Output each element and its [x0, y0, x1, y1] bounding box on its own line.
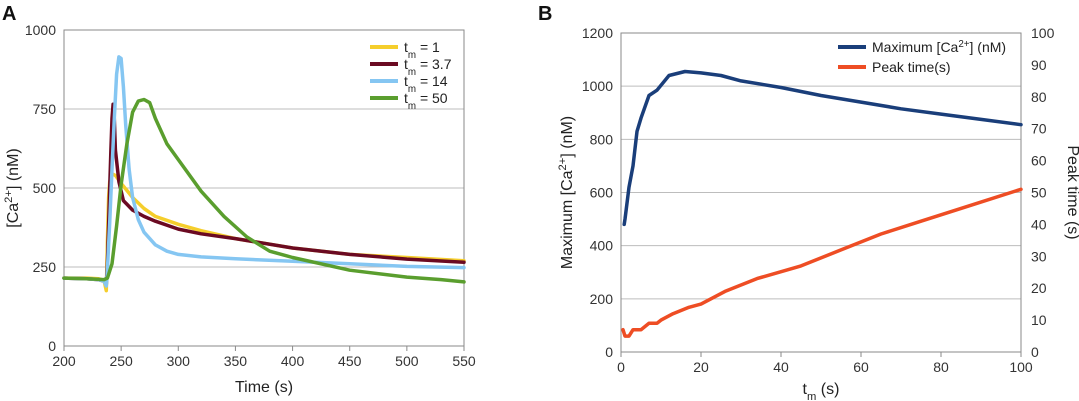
- legend-label-b-2: Peak time(s): [872, 59, 951, 75]
- chart-a: A 0 250 500 750 1000 200 250 300 350 400 450 500 550 T…: [2, 3, 476, 396]
- x-axis-label-a: Time (s): [235, 379, 293, 396]
- y-right-tick-label-b: 70: [1031, 121, 1047, 137]
- series-line-b-2: [621, 187, 1023, 338]
- y-left-tick-label-b: 800: [590, 131, 614, 147]
- panel-label-b: B: [538, 3, 552, 25]
- y-right-tick-label-b: 50: [1031, 185, 1047, 201]
- series-line-b-1: [622, 69, 1023, 227]
- y-left-tick-label-b: 1200: [582, 25, 613, 41]
- y-axis-right-label-b: Peak time (s): [1064, 145, 1079, 239]
- legend-label-a-1: tm = 1: [404, 39, 440, 61]
- y-left-tick-label-b: 400: [590, 238, 614, 254]
- legend-b: Maximum [Ca2+] (nM) Peak time(s): [838, 39, 1006, 75]
- x-tick-label-a: 450: [338, 353, 362, 369]
- y-axis-label-a: [Ca2+] (nM): [3, 148, 22, 227]
- y-right-tick-label-b: 30: [1031, 248, 1047, 264]
- y-left-tick-label-b: 200: [590, 291, 614, 307]
- legend-label-a-4: tm = 50: [404, 90, 448, 112]
- y-axis-left-label-b: Maximum [Ca2+] (nM): [557, 116, 576, 269]
- plot-frame-b: [620, 32, 1022, 353]
- x-tick-label-b: 60: [853, 359, 869, 375]
- legend-label-a-3: tm = 14: [404, 73, 448, 95]
- chart-b: B020040060080010001200010203040506070809…: [538, 3, 1079, 401]
- x-tick-label-a: 500: [395, 353, 419, 369]
- x-tick-label-a: 250: [109, 353, 133, 369]
- legend-label-a-2: tm = 3.7: [404, 56, 452, 78]
- x-tick-label-a: 350: [224, 353, 248, 369]
- plot-frame-a: [63, 29, 465, 347]
- y-tick-label-a: 250: [33, 259, 57, 275]
- y-right-tick-label-b: 60: [1031, 153, 1047, 169]
- series-line-a-1: [62, 172, 466, 293]
- y-right-tick-label-b: 100: [1031, 25, 1055, 41]
- series-line-a-3: [62, 55, 466, 288]
- y-right-tick-label-b: 20: [1031, 280, 1047, 296]
- x-tick-label-a: 300: [167, 353, 191, 369]
- x-tick-label-b: 40: [773, 359, 789, 375]
- series-line-a-2: [62, 102, 466, 287]
- y-right-tick-label-b: 80: [1031, 89, 1047, 105]
- x-tick-label-b: 20: [693, 359, 709, 375]
- x-tick-label-b: 100: [1009, 359, 1033, 375]
- x-tick-label-a: 200: [52, 353, 76, 369]
- y-right-tick-label-b: 10: [1031, 312, 1047, 328]
- y-right-tick-label-b: 40: [1031, 216, 1047, 232]
- y-left-tick-label-b: 0: [605, 344, 613, 360]
- y-tick-label-a: 500: [33, 180, 57, 196]
- y-tick-label-a: 0: [48, 338, 56, 354]
- legend-label-b-1: Maximum [Ca2+] (nM): [872, 39, 1006, 56]
- y-tick-label-a: 1000: [25, 22, 56, 38]
- x-tick-label-a: 400: [281, 353, 305, 369]
- y-left-tick-label-b: 1000: [582, 78, 613, 94]
- y-right-tick-label-b: 90: [1031, 57, 1047, 73]
- x-tick-label-b: 80: [933, 359, 949, 375]
- y-right-tick-label-b: 0: [1031, 344, 1039, 360]
- y-tick-label-a: 750: [33, 101, 57, 117]
- panel-label-a: A: [2, 3, 16, 25]
- x-axis-label-b: tm (s): [803, 381, 840, 401]
- x-tick-label-b: 0: [617, 359, 625, 375]
- series-line-a-4: [62, 97, 466, 284]
- x-tick-label-a: 550: [452, 353, 476, 369]
- y-left-tick-label-b: 600: [590, 185, 614, 201]
